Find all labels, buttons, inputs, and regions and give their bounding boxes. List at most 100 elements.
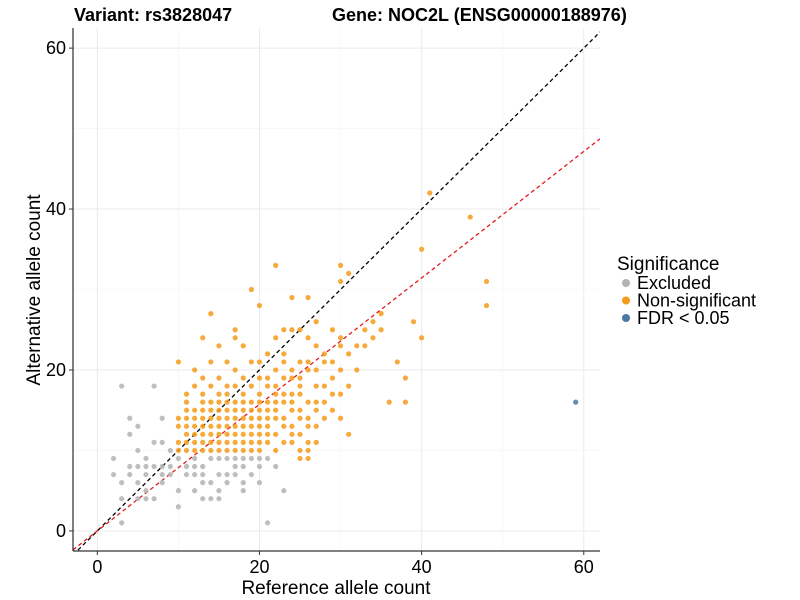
point-non-significant [346,431,352,437]
point-non-significant [175,423,181,429]
point-non-significant [313,383,319,389]
point-non-significant [232,399,238,405]
point-non-significant [378,327,384,333]
axes: 0 20 40 60 0 20 40 60 [46,28,600,577]
point-non-significant [305,399,311,405]
point-non-significant [208,359,214,365]
point-non-significant [329,375,336,381]
point-non-significant [248,423,254,429]
point-non-significant [232,431,238,437]
point-non-significant [329,327,336,333]
point-excluded [151,383,157,389]
point-non-significant [224,391,230,397]
point-non-significant [354,367,360,373]
point-non-significant [248,383,254,389]
point-non-significant [321,383,327,389]
point-non-significant [329,407,336,413]
point-non-significant [313,399,319,405]
x-tick-label: 40 [412,557,432,577]
point-excluded [200,471,206,478]
point-non-significant [281,375,287,381]
point-non-significant [329,391,336,397]
point-excluded [183,463,190,470]
point-non-significant [240,431,246,437]
point-non-significant [419,335,425,341]
point-non-significant [273,367,279,373]
point-excluded [232,463,238,470]
point-non-significant [264,375,271,381]
point-non-significant [354,343,360,349]
point-non-significant [192,439,198,445]
point-non-significant [386,399,392,405]
point-non-significant [297,407,303,413]
point-non-significant [427,190,433,196]
point-non-significant [224,447,230,454]
point-non-significant [256,399,263,405]
point-non-significant [192,415,198,421]
point-excluded [127,471,133,478]
point-non-significant [175,359,181,365]
point-non-significant [289,391,295,397]
point-non-significant [200,399,206,405]
point-non-significant [232,439,238,445]
point-non-significant [216,407,222,413]
point-non-significant [216,439,222,445]
point-non-significant [224,407,230,413]
point-excluded [216,455,222,462]
point-non-significant [289,399,295,405]
point-non-significant [402,399,409,405]
point-excluded [248,455,254,462]
point-non-significant [281,423,287,429]
point-non-significant [248,399,254,405]
x-tick-label: 60 [574,557,594,577]
point-excluded [264,520,271,526]
point-non-significant [297,327,303,333]
point-excluded [175,488,181,494]
point-non-significant [183,447,190,454]
point-excluded [208,455,214,462]
point-non-significant [483,302,490,309]
point-non-significant [273,262,279,268]
point-non-significant [305,447,311,454]
point-excluded [216,496,222,502]
point-non-significant [281,415,287,421]
point-non-significant [240,399,246,405]
point-non-significant [248,286,254,293]
point-non-significant [248,359,254,365]
point-excluded [175,504,181,510]
point-non-significant [240,391,246,397]
point-excluded [208,480,214,486]
point-excluded [264,455,271,462]
point-non-significant [394,359,400,365]
point-non-significant [232,383,238,389]
point-excluded [224,455,230,462]
point-non-significant [313,407,319,413]
point-excluded [135,423,141,429]
point-non-significant [273,335,279,341]
point-non-significant [289,367,295,373]
point-non-significant [248,439,254,445]
point-non-significant [248,415,254,421]
point-non-significant [183,439,190,445]
point-non-significant [240,447,246,454]
point-excluded [175,455,181,462]
point-excluded [208,496,214,502]
point-non-significant [297,455,303,462]
point-non-significant [200,391,206,397]
chart-title-gene: Gene: NOC2L (ENSG00000188976) [332,5,627,25]
point-non-significant [264,351,271,357]
point-excluded [127,431,133,437]
point-non-significant [337,335,344,341]
point-excluded [135,480,141,486]
point-excluded [119,496,125,502]
reference-lines [73,31,600,551]
point-non-significant [200,431,206,437]
point-non-significant [321,359,327,365]
point-non-significant [281,391,287,397]
point-excluded [232,471,238,478]
point-non-significant [224,423,230,429]
point-non-significant [329,359,336,365]
point-excluded [159,471,165,478]
point-excluded [224,471,230,478]
point-excluded [200,496,206,502]
